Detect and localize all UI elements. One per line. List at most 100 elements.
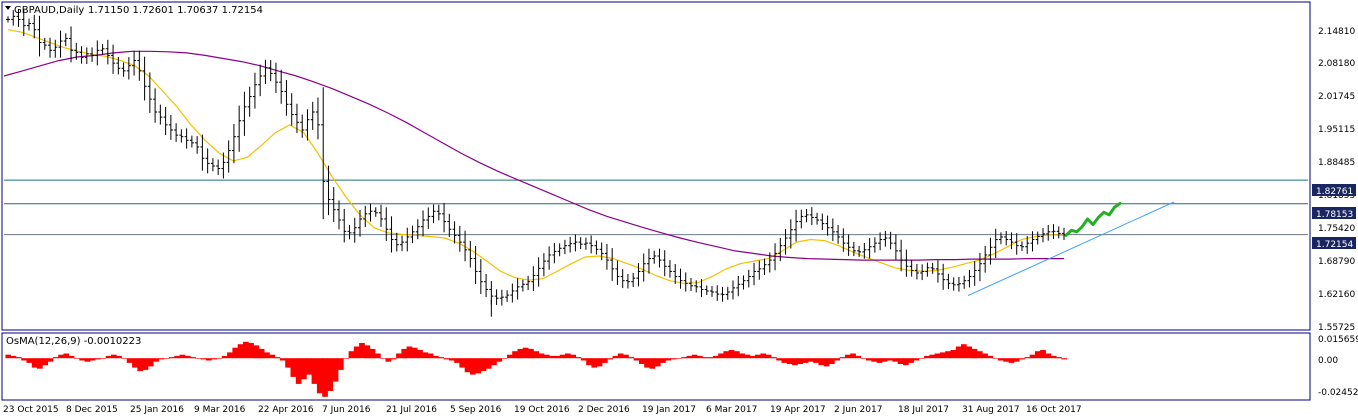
ohlc-bar	[252, 72, 257, 109]
osma-bar	[21, 358, 27, 361]
ohlc-bar	[1025, 236, 1030, 254]
osma-bar	[1040, 350, 1046, 359]
main-pane-frame	[1, 1, 1311, 331]
ohlc-bar	[111, 44, 116, 74]
ohlc-bar	[1040, 228, 1045, 243]
ohlc-bar	[909, 260, 914, 277]
horizontal-levels	[4, 179, 1308, 236]
ohlc-bar	[578, 237, 583, 250]
ohlc-bar	[752, 262, 757, 286]
osma-bar	[163, 358, 170, 359]
ohlc-bar	[625, 273, 630, 289]
ohlc-bar	[757, 260, 762, 280]
osma-bar	[422, 352, 429, 359]
osma-bar	[549, 355, 555, 359]
osma-bar	[95, 358, 101, 360]
osma-bar	[353, 346, 360, 359]
date-tick-label: 21 Jul 2016	[386, 405, 437, 415]
osma-bar	[491, 358, 497, 366]
ohlc-bar	[263, 59, 268, 85]
osma-bar	[443, 358, 450, 360]
ohlc-bar	[242, 91, 247, 136]
ohlc-bar	[904, 249, 909, 277]
osma-bar	[1003, 358, 1009, 362]
ohlc-bar	[683, 272, 688, 292]
osma-bar	[744, 354, 751, 359]
ohlc-bar	[289, 93, 294, 126]
osma-bar	[58, 354, 64, 359]
ohlc-bar	[210, 158, 215, 172]
osma-bar	[945, 351, 951, 359]
ohlc-bar	[878, 232, 883, 251]
osma-bar	[470, 358, 476, 375]
osma-bar	[887, 358, 893, 361]
support-trendline	[967, 201, 1175, 297]
osma-bar	[950, 350, 957, 359]
osma-bar	[52, 357, 59, 359]
osma-bar	[807, 358, 814, 362]
ohlc-bar	[221, 152, 226, 179]
osma-bar	[31, 358, 38, 368]
osma-bar	[522, 347, 529, 359]
ohlc-bar	[694, 280, 699, 293]
osma-bar	[976, 351, 983, 359]
price-tick-label: 2.01745	[1318, 92, 1355, 102]
ohlc-bar	[478, 259, 483, 295]
ohlc-bar	[688, 278, 693, 292]
ohlc-bar	[21, 8, 26, 37]
ohlc-bar	[468, 240, 473, 268]
ohlc-bar	[646, 248, 651, 274]
ohlc-bar	[599, 242, 604, 261]
ohlc-bar	[620, 269, 625, 289]
osma-bar	[728, 350, 735, 359]
osma-bar	[269, 354, 276, 359]
osma-bar	[417, 350, 423, 359]
osma-bar	[1061, 358, 1068, 360]
ohlc-bar	[715, 285, 720, 301]
osma-bar	[63, 353, 70, 359]
osma-bar	[723, 351, 730, 359]
osma-bar	[839, 357, 846, 359]
dropdown-arrow-icon[interactable]	[5, 6, 11, 10]
osma-bar	[348, 351, 355, 359]
ohlc-bar	[520, 279, 525, 292]
ohlc-bar	[773, 243, 778, 271]
ohlc-bar	[962, 275, 967, 289]
osma-bar	[290, 358, 297, 377]
ohlc-bar	[657, 248, 662, 268]
osma-bar	[433, 355, 439, 359]
osma-bar	[707, 357, 714, 359]
osma-bar	[681, 357, 687, 359]
osma-bar	[237, 344, 244, 359]
ohlc-bar	[300, 114, 305, 138]
ohlc-bar	[137, 50, 142, 81]
ohlc-bar	[536, 257, 541, 287]
ohlc-bar	[557, 243, 562, 257]
osma-bar	[792, 358, 798, 366]
ohlc-bar	[825, 215, 830, 236]
ohlc-bar	[725, 286, 730, 300]
osma-bar	[322, 358, 328, 397]
osma-bar	[485, 358, 492, 369]
ohlc-bar	[746, 269, 751, 288]
ohlc-bar	[69, 26, 74, 63]
osma-bar	[765, 354, 772, 359]
ohlc-bar	[463, 230, 468, 262]
ohlc-bar	[662, 250, 667, 277]
ohlc-bar	[1014, 233, 1019, 255]
date-tick-label: 7 Jun 2016	[322, 405, 371, 415]
ohlc-bar	[315, 97, 320, 140]
osma-bar	[623, 354, 629, 359]
osma-bar	[924, 355, 930, 359]
osma-bar	[26, 358, 33, 363]
osma-bar	[844, 354, 851, 359]
ohlc-bar	[589, 235, 594, 254]
ohlc-bar	[400, 235, 405, 252]
osma-bar	[5, 354, 12, 359]
osma-bar	[359, 343, 365, 359]
date-tick-label: 2 Jun 2017	[834, 405, 882, 415]
osma-bar	[559, 354, 566, 359]
osma-bar	[105, 355, 112, 359]
ohlc-bar	[179, 129, 184, 143]
osma-bar	[691, 354, 698, 359]
